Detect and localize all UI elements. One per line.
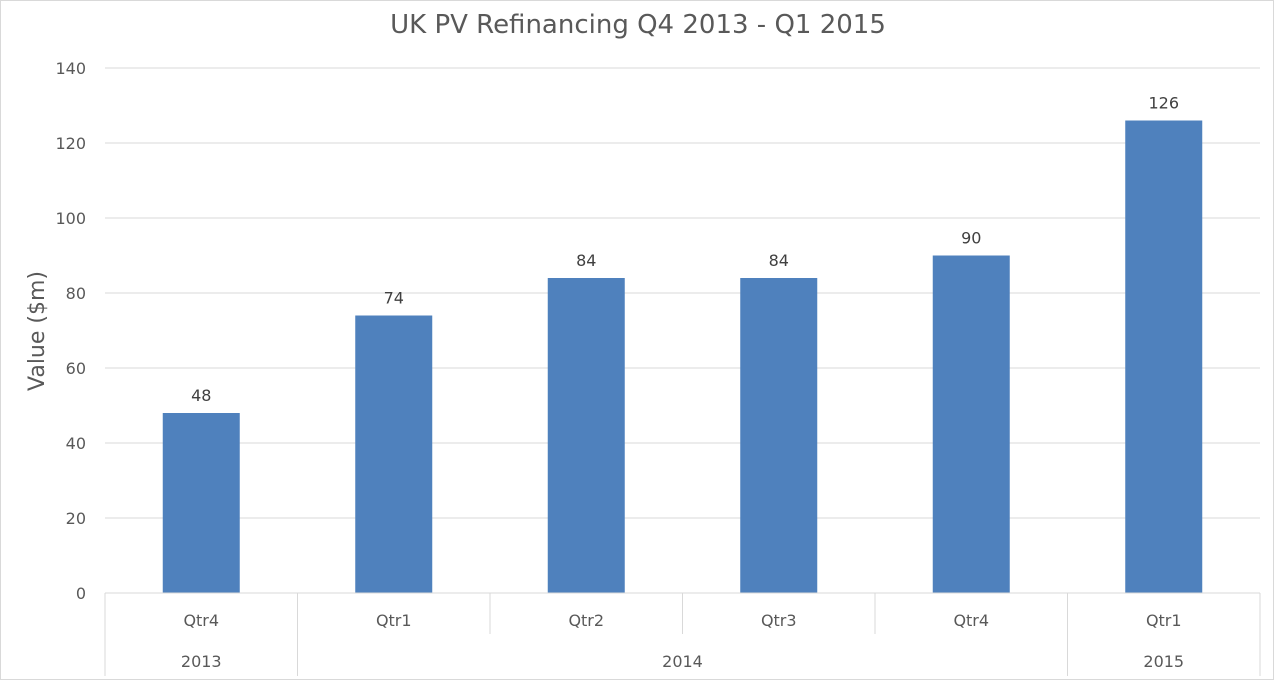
data-label: 48	[191, 386, 211, 405]
x-tick-label: Qtr4	[183, 611, 219, 630]
y-tick-label: 80	[66, 284, 86, 303]
y-tick-label: 140	[55, 59, 86, 78]
bar	[547, 278, 625, 593]
bar	[355, 315, 433, 593]
data-labels: 48 74 84 84 90 126	[191, 94, 1179, 406]
y-tick-label: 120	[55, 134, 86, 153]
y-axis-label: Value ($m)	[25, 271, 50, 391]
bar	[932, 255, 1010, 593]
bar	[1125, 120, 1203, 593]
y-tick-label: 20	[66, 509, 86, 528]
axes: 0 20 40 60 80 100 120 140 Qtr4 Qtr1 Qtr2 Qtr3 Qtr4 Qt…	[55, 59, 1261, 676]
x-group-label: 2015	[1143, 652, 1184, 671]
bars	[162, 120, 1203, 593]
data-label: 74	[384, 289, 404, 308]
data-label: 84	[769, 251, 789, 270]
data-label: 84	[576, 251, 596, 270]
bar	[162, 413, 240, 593]
x-group-label: 2014	[662, 652, 703, 671]
x-tick-label: Qtr1	[376, 611, 412, 630]
y-tick-label: 100	[55, 209, 86, 228]
chart-title: UK PV Refinancing Q4 2013 - Q1 2015	[390, 10, 886, 40]
data-label: 126	[1148, 94, 1179, 113]
x-tick-label: Qtr3	[761, 611, 797, 630]
x-tick-label: Qtr4	[953, 611, 989, 630]
data-label: 90	[961, 229, 981, 248]
bar	[740, 278, 818, 593]
gridlines	[105, 67, 1260, 519]
y-tick-label: 60	[66, 359, 86, 378]
x-group-label: 2013	[181, 652, 222, 671]
y-tick-label: 40	[66, 434, 86, 453]
x-tick-label: Qtr2	[568, 611, 604, 630]
x-tick-label: Qtr1	[1146, 611, 1182, 630]
y-tick-label: 0	[76, 584, 86, 603]
